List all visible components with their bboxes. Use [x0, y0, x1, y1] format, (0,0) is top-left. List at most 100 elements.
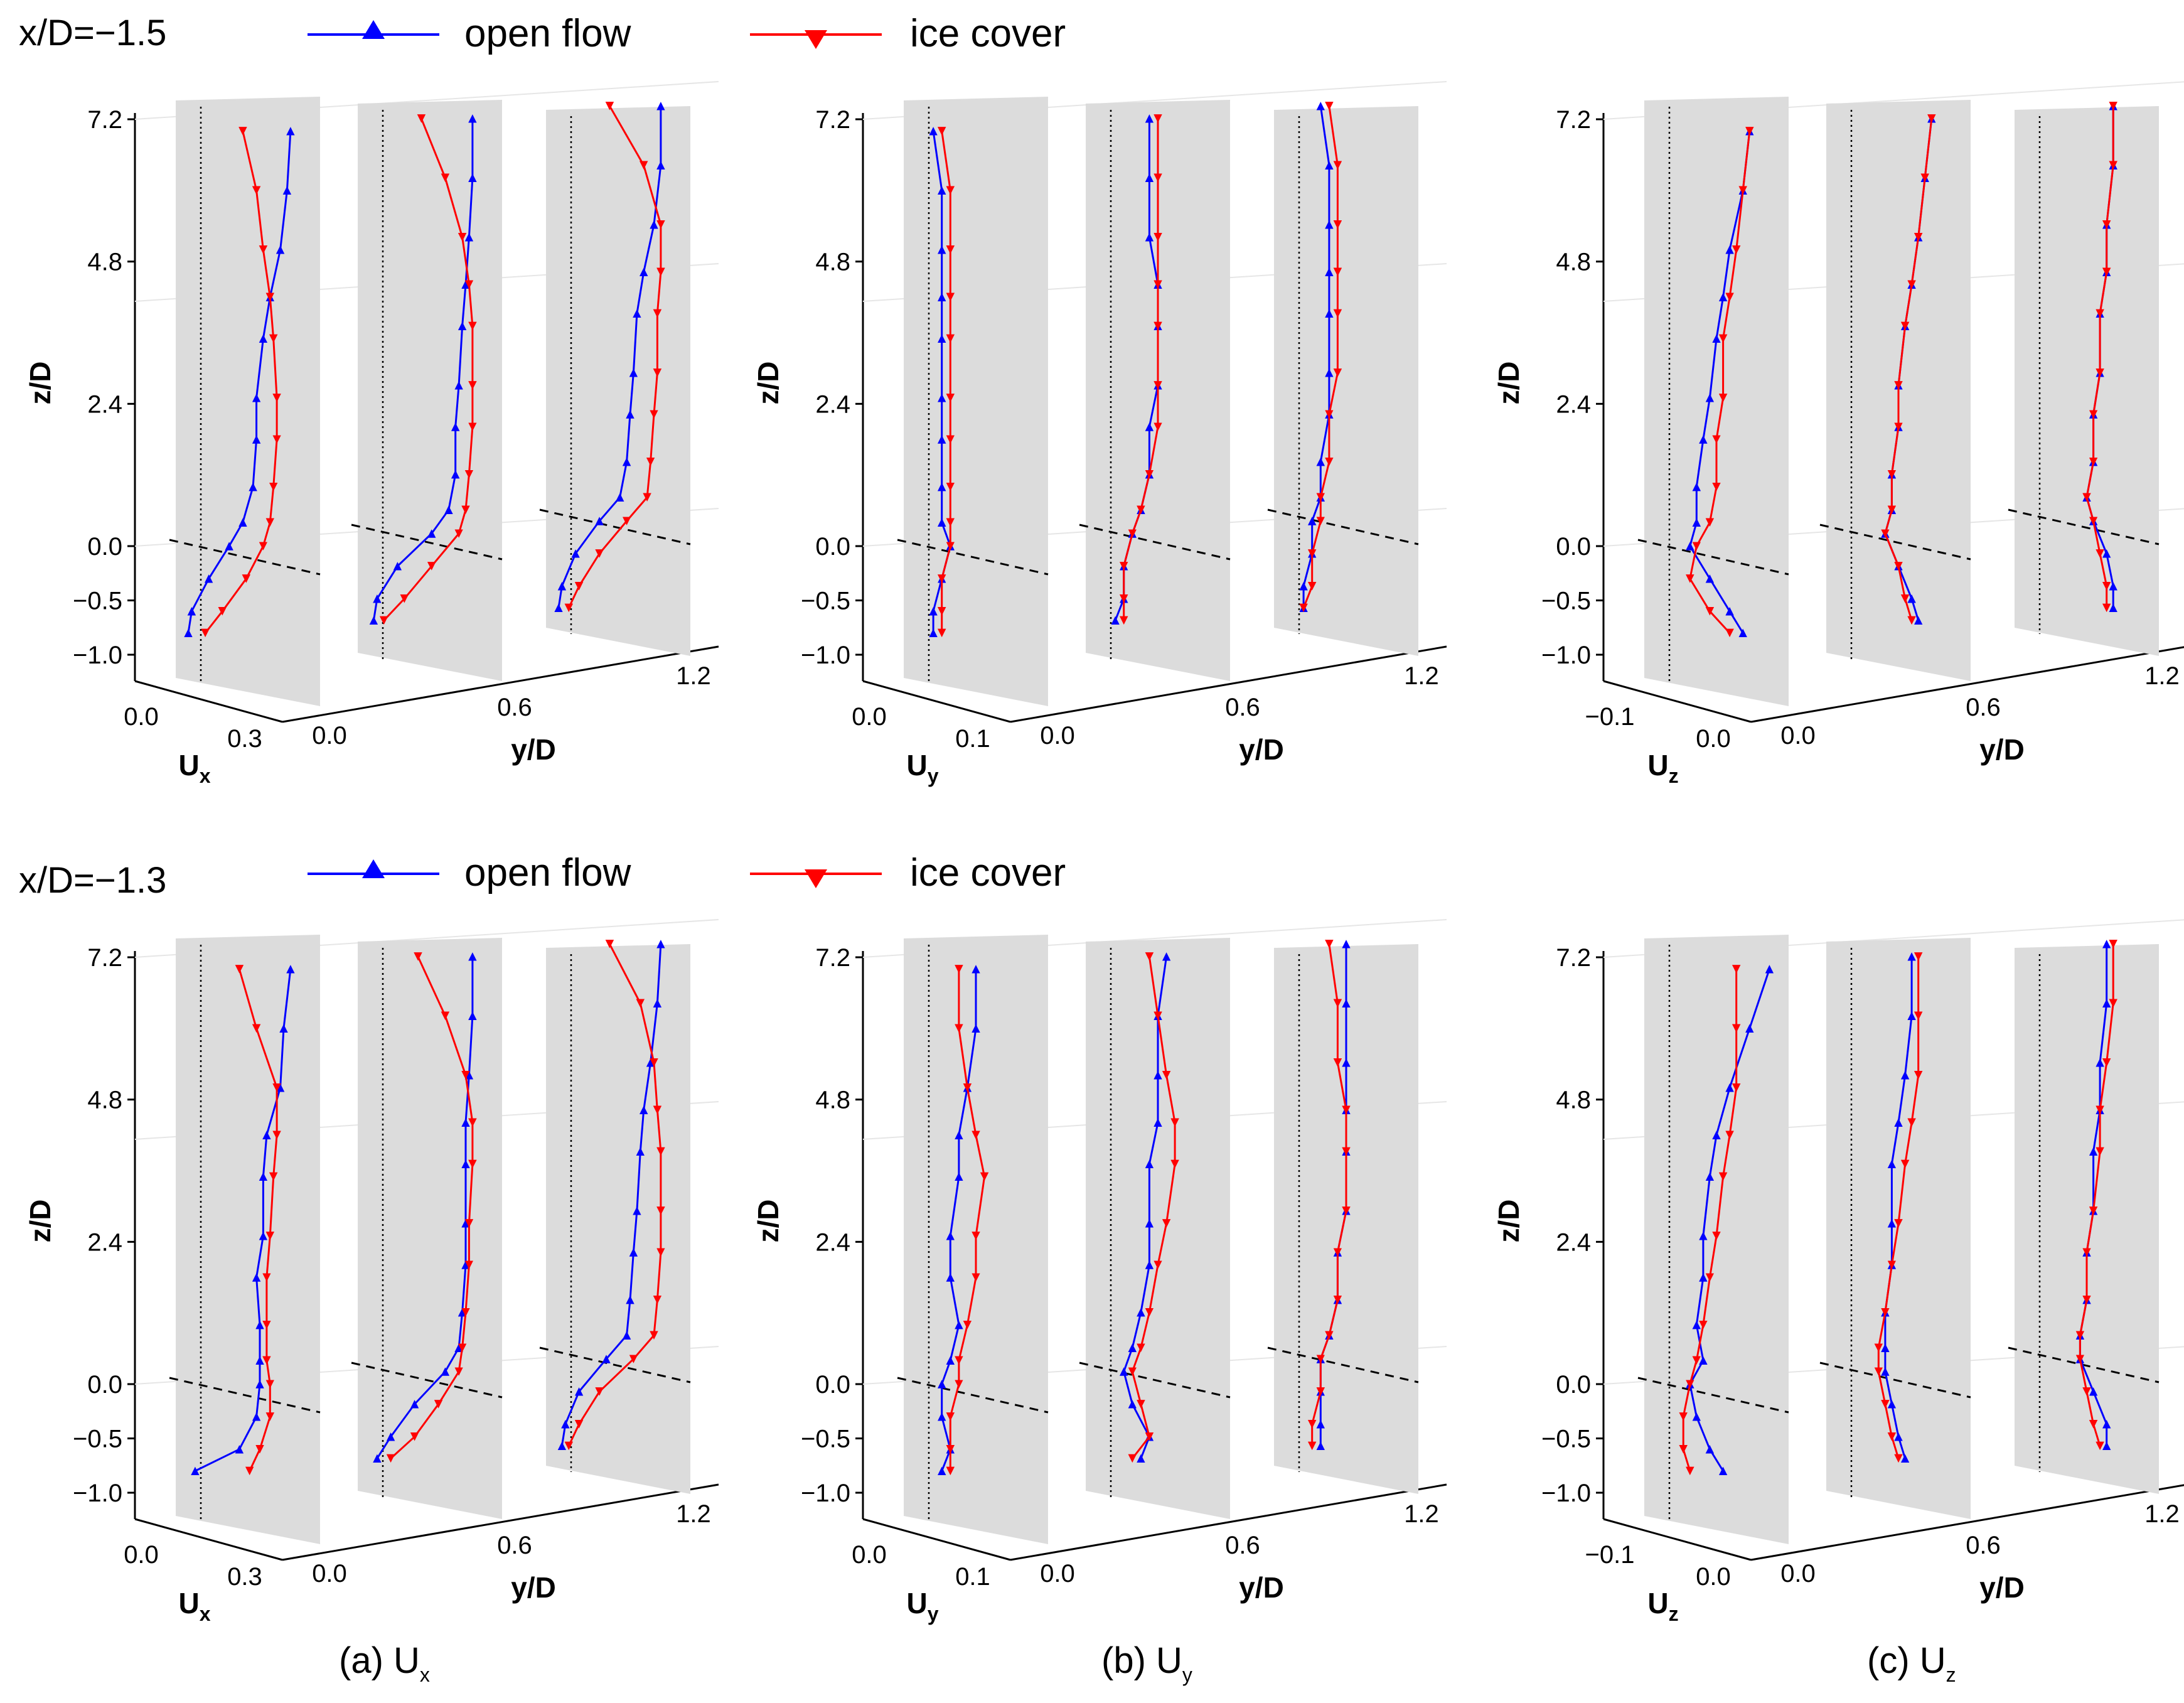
u-tick-label: 0.0: [852, 1541, 887, 1569]
y-tick-label: 1.2: [2144, 662, 2180, 690]
u-tick-label: 0.0: [124, 703, 159, 731]
y-axis-title: y/D: [511, 733, 556, 766]
u-tick-label: 0.1: [955, 1563, 990, 1591]
z-tick-label: 4.8: [815, 1087, 850, 1114]
legend-open-flow: open flow: [308, 12, 631, 55]
legend-open-flow-marker: [362, 20, 385, 39]
y-tick-label: 0.6: [1225, 694, 1260, 721]
series-ice-cover: [386, 952, 477, 1463]
legend-ice-cover-label: ice cover: [910, 851, 1066, 894]
u-axis-title: Uy: [906, 749, 938, 787]
z-tick-label: 0.0: [815, 1371, 850, 1399]
z-axis-title: z/D: [752, 1200, 784, 1243]
u-tick-label: 0.3: [227, 725, 262, 753]
y-tick-label: 0.0: [1040, 1560, 1075, 1587]
z-tick-label: 2.4: [815, 390, 850, 418]
caption-a: (a) Ux: [339, 1640, 430, 1686]
z-tick-label: 4.8: [87, 1087, 122, 1114]
z-tick-label: 0.0: [1556, 1371, 1591, 1399]
u-axis-title-main: U: [178, 1587, 199, 1620]
plane-surface: [2015, 106, 2159, 656]
u-axis-title: Ux: [178, 1587, 210, 1625]
z-tick-label: −0.5: [801, 588, 850, 615]
legend-open-flow-label: open flow: [464, 12, 631, 55]
plane-surface: [2015, 944, 2159, 1494]
y-axis-title: y/D: [511, 1571, 556, 1604]
legend-ice-cover-marker: [805, 869, 827, 888]
u-axis-title-main: U: [906, 749, 927, 782]
y-axis-title: y/D: [1979, 733, 2025, 766]
caption-c-sub: z: [1946, 1663, 1956, 1686]
u-axis-title: Uz: [1647, 749, 1678, 787]
series-ice-cover: [2082, 102, 2117, 613]
z-tick-label: 2.4: [1556, 390, 1591, 418]
u-tick-label: −0.1: [1585, 1541, 1635, 1569]
plane-surface: [1274, 106, 1418, 656]
z-tick-label: 0.0: [815, 533, 850, 561]
bed-level-dashed-line: [1267, 508, 1419, 545]
caption-a-text: (a) U: [339, 1640, 420, 1681]
bed-level-dashed-line: [897, 539, 1049, 576]
z-tick-label: 2.4: [87, 390, 122, 418]
u-axis-title-main: U: [1647, 749, 1668, 782]
x-axis-line: [1603, 1518, 1752, 1561]
y-tick-label: 1.2: [2144, 1500, 2180, 1528]
caption-c: (c) Uz: [1867, 1640, 1956, 1686]
z-tick-label: 0.0: [87, 1371, 122, 1399]
u-tick-label: 0.3: [227, 1563, 262, 1591]
y-axis-title: y/D: [1239, 733, 1284, 766]
series-ice-cover: [1881, 114, 1936, 625]
plane-2: [1267, 940, 1419, 1494]
plane-1: [1819, 100, 1971, 681]
u-axis-title-main: U: [1647, 1587, 1668, 1620]
legend-ice-cover-marker: [805, 30, 827, 49]
row-0-header: x/D=−1.5 open flow ice cover: [19, 12, 1066, 55]
panel-r0-Ux: 7.2 4.8 2.4 0.0 −0.5 −1.0 z/D 0.0 0.3 Ux 0.0 0.6 1.2…: [24, 81, 719, 787]
y-tick-label: 0.6: [497, 1532, 532, 1559]
u-tick-label: 0.0: [852, 703, 887, 731]
series-ice-cover: [201, 127, 281, 638]
z-tick-label: 7.2: [815, 106, 850, 134]
u-axis-title-sub: z: [1669, 1603, 1679, 1625]
z-tick-label: −1.0: [801, 1480, 850, 1507]
x-axis-line: [134, 680, 283, 723]
z-tick-label: −1.0: [801, 642, 850, 669]
plane-surface: [176, 97, 320, 706]
plane-1: [351, 938, 503, 1519]
plane-0: [897, 97, 1049, 706]
z-tick-label: 2.4: [87, 1228, 122, 1256]
y-axis-line: [282, 645, 719, 723]
z-tick-label: 7.2: [1556, 106, 1591, 134]
caption-b-text: (b) U: [1101, 1640, 1182, 1681]
plane-0: [169, 97, 321, 706]
u-axis-title-sub: z: [1669, 765, 1679, 787]
plane-0: [1637, 97, 1789, 706]
y-tick-label: 0.6: [1966, 694, 2001, 721]
u-axis-title-sub: y: [928, 1603, 939, 1625]
panel-r1-Ux: 7.2 4.8 2.4 0.0 −0.5 −1.0 z/D 0.0 0.3 Ux 0.0 0.6 1.2…: [24, 919, 719, 1625]
u-axis-title-main: U: [178, 749, 199, 782]
panel-captions: (a) Ux (b) Uy (c) Uz: [339, 1640, 1956, 1686]
z-axis-title: z/D: [1492, 1200, 1525, 1243]
plane-0: [1637, 935, 1789, 1544]
plane-surface: [1644, 97, 1789, 706]
plane-0: [897, 935, 1049, 1544]
y-tick-label: 0.0: [312, 722, 347, 749]
y-axis-line: [1750, 1484, 2184, 1561]
y-axis-title: y/D: [1979, 1571, 2025, 1604]
y-axis-line: [1750, 646, 2184, 723]
y-tick-label: 0.6: [497, 694, 532, 721]
y-tick-label: 1.2: [676, 1500, 711, 1528]
plane-surface: [904, 97, 1048, 706]
z-tick-label: −1.0: [73, 1480, 122, 1507]
legend-ice-cover-label: ice cover: [910, 12, 1066, 55]
u-tick-label: 0.0: [1696, 725, 1731, 753]
z-tick-label: 2.4: [1556, 1228, 1591, 1256]
y-axis-title: y/D: [1239, 1571, 1284, 1604]
y-axis-line: [282, 1483, 719, 1561]
u-axis-title: Uy: [906, 1587, 938, 1625]
plane-surface: [176, 935, 320, 1544]
y-tick-label: 0.0: [312, 1560, 347, 1587]
plane-1: [1819, 938, 1971, 1519]
